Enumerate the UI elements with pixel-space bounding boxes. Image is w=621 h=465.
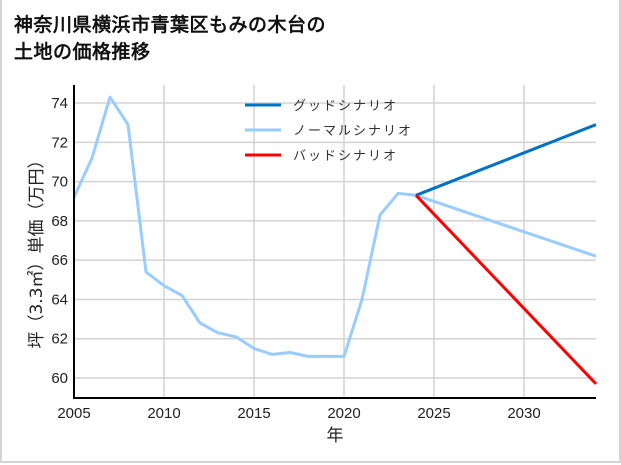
chart-title: 神奈川県横浜市青葉区もみの木台の 土地の価格推移	[14, 12, 326, 66]
legend-label: ノーマルシナリオ	[293, 124, 413, 139]
x-tick-label: 2010	[147, 405, 180, 422]
y-tick-label: 60	[51, 370, 68, 387]
y-tick-label: 64	[51, 291, 68, 308]
x-tick-label: 2005	[57, 405, 90, 422]
x-tick-label: 2030	[507, 405, 540, 422]
y-axis-label: 坪（3.3㎡）単価（万円）	[27, 151, 47, 348]
y-tick-label: 66	[51, 252, 68, 269]
y-tick-label: 70	[51, 174, 68, 191]
x-tick-label: 2020	[327, 405, 360, 422]
axes	[73, 85, 596, 399]
x-axis-label: 年	[327, 426, 344, 446]
series-line	[415, 123, 597, 197]
series-line	[72, 95, 597, 358]
y-tick-label: 74	[51, 95, 68, 112]
grid-lines	[73, 85, 596, 398]
y-tick-label: 68	[51, 213, 68, 230]
x-tick-label: 2025	[417, 405, 450, 422]
legend-label: グッドシナリオ	[293, 99, 398, 114]
x-tick-label: 2015	[237, 405, 270, 422]
legend-label: バッドシナリオ	[293, 149, 398, 164]
title-line-1: 神奈川県横浜市青葉区もみの木台の	[14, 14, 327, 36]
y-tick-label: 62	[51, 331, 68, 348]
series-line	[414, 194, 598, 385]
tick-labels: 2005 2010 2015 2020 2025 2030 60 62 64 66 68 70 72 74	[51, 95, 540, 422]
title-line-2: 土地の価格推移	[14, 41, 151, 63]
y-tick-label: 72	[51, 134, 68, 151]
data-series	[72, 95, 598, 385]
